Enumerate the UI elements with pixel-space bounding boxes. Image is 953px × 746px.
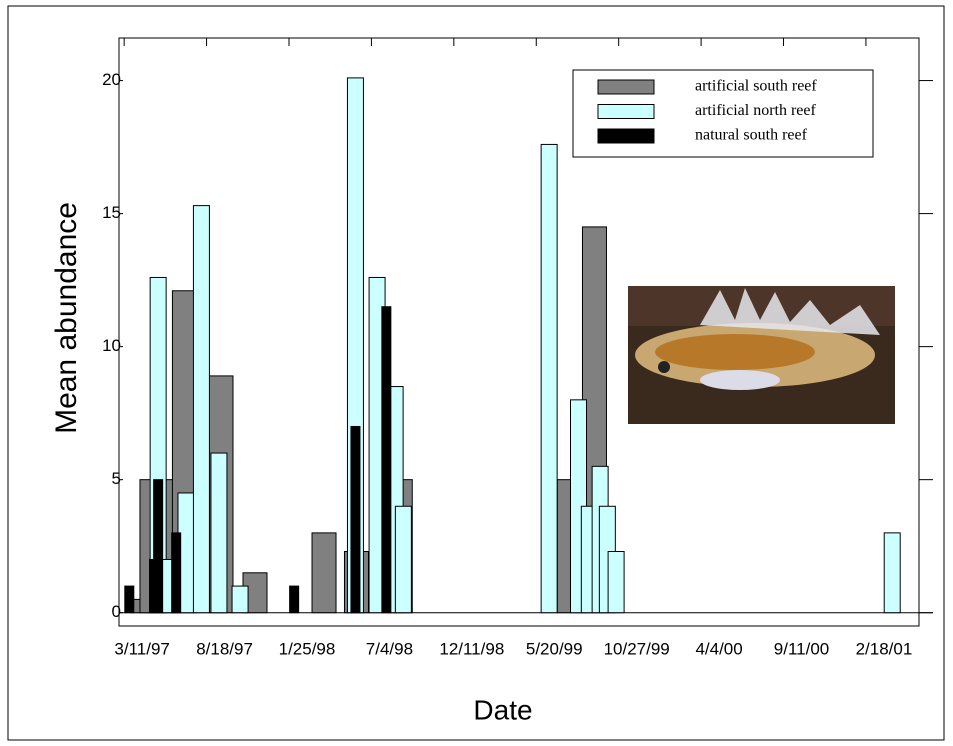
legend-label: artificial north reef [695,102,816,119]
bar [211,453,227,613]
bar [884,533,900,613]
x-tick-label: 9/11/00 [774,639,829,658]
x-tick-label: 1/25/98 [279,639,336,658]
y-axis-label: Mean abundance [50,202,83,434]
bar [193,206,209,613]
y-tick-label: 15 [102,203,121,222]
x-tick-label: 4/4/00 [695,639,742,658]
x-tick-label: 12/11/98 [439,639,504,658]
bar [125,586,134,613]
x-axis-label: Date [473,694,532,725]
x-tick-label: 7/4/98 [366,639,413,658]
chart: Mean abundance Date artificial south ree… [0,0,953,746]
legend-swatch [598,129,654,143]
y-tick-label: 10 [102,336,121,355]
bar [395,506,411,612]
y-tick-label: 5 [112,469,121,488]
bar [608,552,624,613]
legend-swatch [598,105,654,119]
bar [382,307,391,613]
y-tick-label: 20 [102,70,121,89]
bar [351,426,360,612]
legend-swatch [598,80,654,94]
legend-label: natural south reef [695,127,808,144]
x-tick-label: 3/11/97 [114,639,169,658]
legend: artificial south reef artificial north re… [573,70,873,157]
x-tick-label: 2/18/01 [856,639,913,658]
bar [232,586,248,613]
legend-label: artificial south reef [695,78,817,95]
x-tick-label: 10/27/99 [604,639,670,658]
fish-photo [628,286,895,424]
x-tick-label: 8/18/97 [196,639,253,658]
bar [290,586,299,613]
y-tick-label: 0 [112,602,121,621]
bar [154,480,163,613]
bar [312,533,336,613]
bar [541,144,557,612]
x-tick-label: 5/20/99 [526,639,583,658]
bar [172,533,181,613]
